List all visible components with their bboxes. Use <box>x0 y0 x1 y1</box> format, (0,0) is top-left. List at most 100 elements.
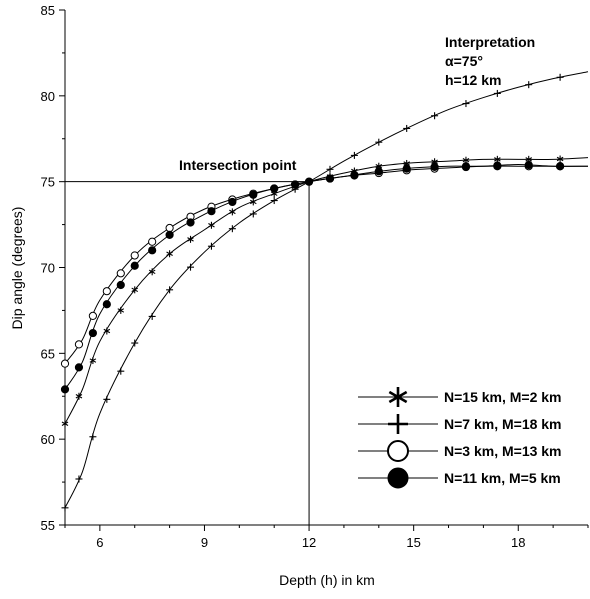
data-point <box>117 367 125 375</box>
data-point <box>524 160 533 170</box>
data-point <box>270 197 278 205</box>
data-point <box>116 269 125 278</box>
y-tick-label: 55 <box>41 518 55 533</box>
x-tick-label: 15 <box>406 535 420 550</box>
y-axis-label: Dip angle (degrees) <box>9 207 25 330</box>
data-point <box>148 237 157 246</box>
y-tick-label: 75 <box>41 175 55 190</box>
data-point <box>102 300 111 309</box>
data-point <box>116 280 125 290</box>
data-point <box>493 89 501 97</box>
x-tick-label: 12 <box>302 535 316 550</box>
data-point <box>60 385 70 394</box>
data-point <box>186 218 195 227</box>
data-point <box>166 286 174 294</box>
data-point <box>75 475 83 483</box>
data-point <box>556 73 564 81</box>
data-point <box>103 395 111 403</box>
data-point <box>88 328 97 338</box>
data-point <box>249 190 258 199</box>
data-point <box>60 359 70 368</box>
series-line <box>64 157 589 424</box>
reference-lines <box>65 181 310 525</box>
y-tick-label: 60 <box>41 432 55 447</box>
x-tick-label: 6 <box>96 535 103 550</box>
annotation-intersection-point: Intersection point <box>179 157 297 173</box>
series-layer <box>60 71 589 512</box>
data-point <box>207 242 215 250</box>
legend-marker <box>388 414 408 434</box>
data-point <box>291 180 300 189</box>
series-line <box>64 163 589 390</box>
data-point <box>148 268 156 276</box>
legend-item: N=3 km, M=13 km <box>358 440 562 462</box>
data-point <box>187 263 195 271</box>
data-point <box>350 170 359 180</box>
data-point <box>556 162 565 171</box>
data-point <box>270 184 279 193</box>
data-point <box>61 420 69 428</box>
x-axis-label: Depth (h) in km <box>279 572 375 588</box>
legend-marker <box>387 440 409 462</box>
data-point <box>326 165 334 173</box>
data-point <box>166 250 173 258</box>
data-point <box>207 207 216 216</box>
data-point <box>89 433 97 441</box>
legend-label: N=7 km, M=18 km <box>444 416 562 432</box>
data-point <box>103 327 111 335</box>
data-point <box>165 230 174 239</box>
data-point <box>228 225 236 233</box>
series-filled-circle <box>60 160 589 394</box>
data-point <box>304 177 314 186</box>
data-point <box>556 155 564 163</box>
data-point <box>131 339 139 347</box>
data-point <box>165 223 174 233</box>
data-point <box>350 151 358 159</box>
legend: N=15 km, M=2 km N=7 km, M=18 km N=3 km, M=… <box>358 387 562 489</box>
series-open-circle <box>60 162 588 368</box>
series-line <box>64 165 588 364</box>
legend-label: N=15 km, M=2 km <box>444 389 562 405</box>
data-point <box>208 221 215 229</box>
data-point <box>402 164 411 173</box>
data-point <box>403 124 411 132</box>
y-tick-label: 85 <box>41 3 55 18</box>
data-point <box>228 197 237 207</box>
data-point <box>462 100 470 108</box>
data-point <box>229 208 236 216</box>
series-star <box>61 155 589 428</box>
data-point <box>131 286 139 294</box>
data-point <box>89 357 97 365</box>
annotation-alpha: α=75° <box>445 53 483 69</box>
data-point <box>75 392 83 400</box>
legend-item: N=7 km, M=18 km <box>358 414 562 434</box>
data-point <box>102 287 111 296</box>
data-point <box>187 235 194 243</box>
data-point <box>249 198 257 206</box>
y-tick-label: 65 <box>41 346 55 361</box>
data-point <box>375 138 383 146</box>
annotation-interpretation-title: Interpretation <box>445 34 535 50</box>
data-point <box>61 504 69 512</box>
x-tick-label: 9 <box>201 535 208 550</box>
x-tick-label: 18 <box>511 535 525 550</box>
data-point <box>249 210 257 218</box>
data-point <box>74 363 84 372</box>
y-tick-label: 80 <box>41 89 55 104</box>
data-point <box>88 311 97 321</box>
data-point <box>374 167 383 176</box>
data-point <box>431 112 439 120</box>
legend-marker <box>387 467 409 489</box>
data-point <box>74 340 84 349</box>
annotation-h: h=12 km <box>445 72 501 88</box>
legend-marker <box>388 387 408 407</box>
data-point <box>325 174 335 183</box>
y-tick-label: 70 <box>41 261 55 276</box>
legend-label: N=3 km, M=13 km <box>444 443 562 459</box>
legend-item: N=15 km, M=2 km <box>358 387 562 407</box>
data-point <box>117 306 125 314</box>
annotations: Interpretation α=75° h=12 km Intersectio… <box>179 34 535 173</box>
axes: 55 60 65 70 75 80 85 6 9 12 15 18 <box>41 3 589 550</box>
data-point <box>148 312 156 320</box>
